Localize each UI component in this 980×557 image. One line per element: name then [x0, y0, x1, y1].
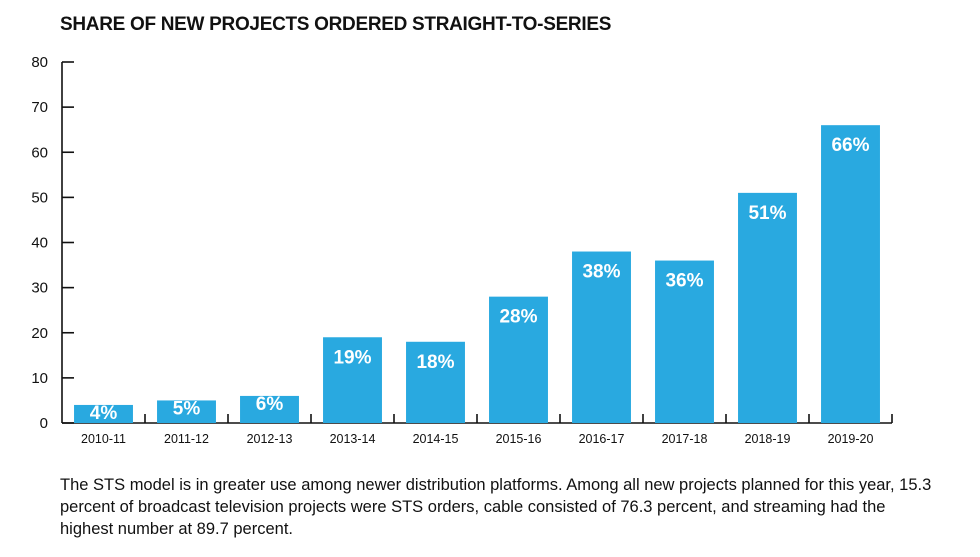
- bar-2013-14: [323, 337, 382, 423]
- x-category-label: 2017-18: [662, 432, 708, 446]
- bar-value-label: 19%: [333, 347, 371, 368]
- bar-2010-11: [74, 404, 133, 423]
- x-category-label: 2014-15: [413, 432, 459, 446]
- bar-2019-20: [821, 125, 880, 424]
- bar-2018-19: [738, 192, 797, 423]
- y-tick-label: 20: [31, 325, 48, 342]
- x-category-label: 2011-12: [164, 432, 209, 446]
- bar-value-label: 6%: [256, 394, 284, 415]
- bar-2017-18: [655, 260, 714, 423]
- y-tick-label: 40: [31, 235, 48, 252]
- bar-chart: 0 10 20 30 40 50 60 70 80 2010-11 2011-12 2012-13 2…: [31, 54, 893, 446]
- chart-caption: The STS model is in greater use among ne…: [60, 476, 932, 538]
- bar-2012-13: [240, 395, 299, 423]
- x-category-label: 2016-17: [579, 432, 625, 446]
- y-axis: 0 10 20 30 40 50 60 70 80: [31, 54, 74, 432]
- y-tick-label: 0: [40, 415, 48, 432]
- x-category-label: 2018-19: [745, 432, 791, 446]
- bar-2016-17: [572, 251, 631, 423]
- y-tick-label: 10: [31, 370, 48, 387]
- bar-2015-16: [489, 296, 548, 423]
- y-tick-label: 70: [31, 99, 48, 116]
- bar-2014-15: [406, 341, 465, 423]
- bar-value-label: 38%: [582, 262, 620, 283]
- x-category-label: 2015-16: [496, 432, 542, 446]
- bar-value-label: 51%: [748, 203, 786, 224]
- bar-value-label: 4%: [90, 403, 118, 424]
- x-category-label: 2013-14: [330, 432, 376, 446]
- bar-2011-12: [157, 400, 216, 423]
- x-category-label: 2019-20: [828, 432, 874, 446]
- chart-title: SHARE OF NEW PROJECTS ORDERED STRAIGHT-T…: [60, 14, 612, 35]
- y-tick-label: 80: [31, 54, 48, 71]
- y-tick-label: 30: [31, 280, 48, 297]
- y-tick-label: 60: [31, 144, 48, 161]
- x-category-label: 2010-11: [81, 432, 126, 446]
- bar-value-label: 66%: [831, 135, 869, 156]
- y-tick-label: 50: [31, 189, 48, 206]
- bar-value-label: 28%: [499, 307, 537, 328]
- bar-value-label: 5%: [173, 398, 201, 419]
- bar-value-label: 18%: [416, 352, 454, 373]
- x-category-label: 2012-13: [247, 432, 293, 446]
- bar-value-label: 36%: [665, 271, 703, 292]
- bars: 4% 5% 6% 19% 18% 28% 38% 36% 51% 66%: [74, 125, 880, 424]
